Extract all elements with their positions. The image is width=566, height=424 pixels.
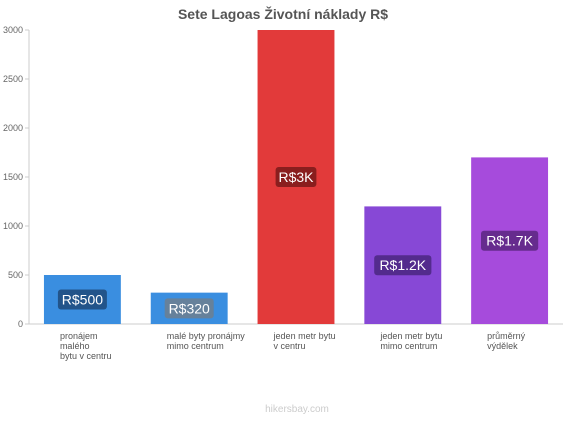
data-label-background <box>57 289 107 310</box>
chart-title: Sete Lagoas Životní náklady R$ <box>178 5 388 22</box>
category-label-line: malého <box>60 341 90 351</box>
y-tick-label: 3000 <box>3 25 23 35</box>
category-label-line: jeden metr bytu <box>379 331 442 341</box>
y-tick-label: 500 <box>8 270 23 280</box>
category-label: pronájem malého bytu v centru <box>60 331 112 361</box>
category-label-line: mimo centrum <box>380 341 437 351</box>
data-label-text: R$1.7K <box>486 233 533 249</box>
data-label-background <box>275 167 317 187</box>
category-label: jeden metr bytu mimo centrum <box>379 331 442 351</box>
category-label-line: jeden metr bytu <box>273 331 336 341</box>
category-label-line: bytu v centru <box>60 351 112 361</box>
data-label: R$500 <box>57 289 107 310</box>
data-label: R$3K <box>275 167 317 187</box>
y-tick-label: 0 <box>18 319 23 329</box>
category-label: průměrný výdělek <box>487 331 526 351</box>
category-label-line: pronájem <box>60 331 98 341</box>
category-labels: pronájem malého bytu v centru malé byty pro… <box>60 331 526 361</box>
data-label: R$1.7K <box>481 230 539 251</box>
category-label: malé byty pronájmy mimo centrum <box>167 331 246 351</box>
y-tick-label: 2000 <box>3 123 23 133</box>
data-label-text: R$3K <box>278 169 314 185</box>
data-label: R$320 <box>164 298 214 319</box>
data-label-background <box>164 298 214 319</box>
watermark: hikersbay.com <box>265 404 329 415</box>
y-tick-label: 1500 <box>3 172 23 182</box>
data-label-text: R$1.2K <box>379 257 426 273</box>
category-label-line: výdělek <box>487 341 518 351</box>
y-tick-label: 2500 <box>3 74 23 84</box>
y-tick-label: 1000 <box>3 221 23 231</box>
category-label: jeden metr bytu v centru <box>273 331 336 351</box>
data-label-background <box>374 255 432 276</box>
data-label: R$1.2K <box>374 255 432 276</box>
category-label-line: mimo centrum <box>167 341 224 351</box>
data-labels: R$500 R$320 R$3K R$1.2K R$1.7K <box>57 167 539 319</box>
data-label-text: R$500 <box>62 292 103 308</box>
category-label-line: v centru <box>274 341 306 351</box>
data-label-text: R$320 <box>169 300 210 316</box>
category-label-line: průměrný <box>487 331 526 341</box>
data-label-background <box>481 230 539 251</box>
category-label-line: malé byty pronájmy <box>167 331 246 341</box>
